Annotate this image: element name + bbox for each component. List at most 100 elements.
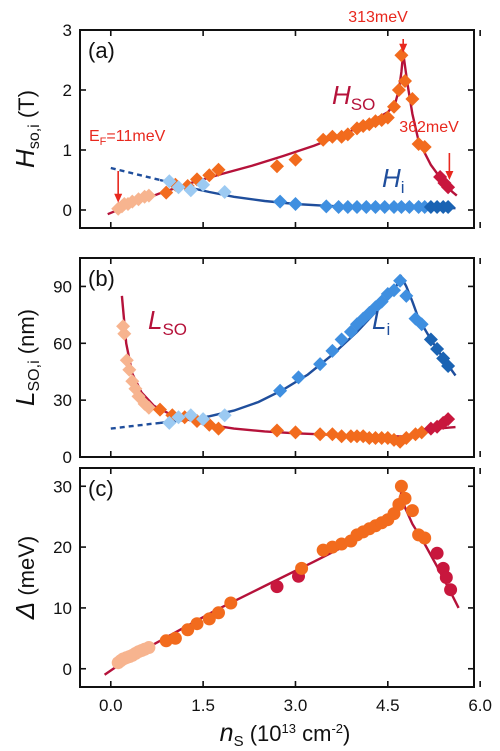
marker-a-hi-9 — [340, 200, 355, 214]
ytick-label-c-1: 10 — [53, 599, 72, 618]
marker-b-li-21 — [414, 317, 429, 332]
marker-b-li-3 — [196, 412, 211, 427]
xtick-label-4: 6.0 — [468, 696, 492, 715]
marker-c-delta-35 — [405, 504, 419, 518]
marker-b-li-18 — [393, 273, 408, 288]
marker-b-li-17 — [387, 283, 401, 298]
marker-b-li-23 — [430, 342, 445, 356]
marker-b-li-6 — [291, 370, 306, 385]
annotation-arrow-head-2 — [114, 193, 123, 203]
xtick-label-1: 1.5 — [191, 696, 215, 715]
marker-a-hso-13 — [211, 162, 226, 177]
series-label-hi: Hi — [382, 163, 405, 197]
ytick-label-c-3: 30 — [53, 477, 72, 496]
marker-b-lso-14 — [211, 421, 226, 436]
marker-b-li-19 — [399, 288, 414, 303]
ytick-label-b-2: 60 — [53, 334, 72, 353]
marker-b-li-25 — [441, 359, 456, 373]
marker-a-hi-8 — [331, 200, 346, 214]
marker-a-hi-0 — [162, 174, 177, 189]
marker-b-li-8 — [325, 343, 340, 358]
marker-a-hi-15 — [394, 200, 409, 214]
panel-label-a: (a) — [88, 38, 115, 63]
marker-a-hi-6 — [288, 197, 303, 211]
ytick-label-a-2: 2 — [63, 81, 72, 100]
marker-a-hso-26 — [387, 99, 401, 114]
marker-a-hso-28 — [394, 48, 409, 63]
fit-curve-b-2 — [159, 274, 457, 425]
marker-a-hi-13 — [377, 200, 392, 214]
series-label-li: Li — [372, 305, 390, 339]
marker-c-delta-37 — [418, 531, 432, 545]
marker-a-hi-22 — [441, 200, 456, 214]
marker-b-lso-9 — [153, 402, 167, 417]
marker-a-hso-29 — [398, 74, 412, 88]
marker-a-hi-11 — [359, 200, 374, 214]
ylabel-c: Δ (meV) — [10, 536, 40, 620]
marker-a-hso-7 — [141, 188, 156, 203]
marker-a-hi-16 — [402, 200, 417, 214]
marker-b-lso-0 — [116, 319, 131, 334]
marker-a-hso-27 — [391, 83, 406, 97]
marker-b-li-4 — [217, 408, 232, 423]
ytick-label-c-2: 20 — [53, 538, 72, 557]
marker-c-delta-41 — [444, 583, 458, 597]
marker-c-delta-38 — [430, 546, 444, 560]
panel-c: 0 10 20 30 (c) Δ (meV) — [10, 467, 481, 688]
marker-c-delta-33 — [394, 479, 408, 493]
marker-a-hi-2 — [183, 183, 198, 198]
marker-a-hso-12 — [202, 168, 217, 183]
panel-b: 0 30 60 90 (b) LSO,i (nm) — [10, 257, 481, 467]
ytick-label-a-3: 3 — [63, 21, 72, 40]
marker-b-lso-8 — [141, 400, 156, 415]
marker-b-li-22 — [423, 332, 438, 347]
series-label-lso: LSO — [148, 305, 187, 339]
marker-a-hso-35 — [441, 180, 456, 195]
marker-b-li-9 — [334, 332, 349, 347]
xtick-label-2: 3.0 — [284, 696, 308, 715]
ytick-label-a-1: 1 — [63, 141, 72, 160]
marker-a-hi-7 — [319, 199, 334, 214]
marker-b-lso-3 — [122, 362, 137, 377]
marker-c-delta-17 — [224, 596, 238, 610]
marker-c-delta-18 — [270, 580, 284, 594]
marker-a-hso-32 — [417, 140, 432, 154]
panel-label-b: (b) — [88, 266, 115, 291]
marker-c-delta-16 — [212, 606, 225, 620]
annotation-arrow-head-1 — [445, 171, 454, 180]
marker-a-hi-12 — [368, 200, 383, 214]
marker-b-lso-35 — [441, 412, 456, 427]
marker-c-delta-15 — [202, 612, 216, 626]
ytick-label-a-0: 0 — [63, 201, 72, 220]
axes-frame-c — [79, 467, 475, 688]
marker-a-hi-4 — [217, 185, 232, 199]
axes-frame-a — [79, 29, 475, 229]
xlabel: nS (1013 cm-2) — [220, 719, 351, 750]
marker-c-delta-13 — [181, 623, 195, 637]
marker-b-lso-17 — [313, 427, 328, 442]
marker-c-delta-12 — [168, 631, 182, 645]
marker-a-hso-8 — [159, 185, 174, 200]
marker-a-hso-30 — [405, 92, 420, 106]
annotation-0: 313meV — [348, 9, 408, 26]
annotation-1: 362meV — [399, 119, 459, 136]
ytick-label-b-3: 90 — [53, 277, 72, 296]
marker-c-delta-20 — [295, 561, 309, 575]
marker-a-hi-10 — [350, 200, 364, 214]
marker-b-li-7 — [313, 357, 328, 372]
marker-a-hso-15 — [288, 152, 303, 167]
marker-b-lso-18 — [325, 427, 340, 442]
marker-a-hi-14 — [387, 200, 401, 214]
series-label-hso: HSO — [332, 80, 375, 114]
marker-a-hso-25 — [380, 110, 395, 125]
axes-frame-b — [79, 257, 475, 458]
annotation-arrow-head-0 — [399, 43, 408, 53]
marker-b-lso-1 — [117, 326, 132, 341]
panel-a: 0 1 2 3 (a) Hso,i (T) — [10, 21, 481, 229]
marker-a-hi-3 — [196, 177, 211, 192]
marker-c-delta-14 — [190, 617, 204, 631]
ytick-label-b-1: 30 — [53, 391, 72, 410]
marker-a-hso-17 — [325, 129, 340, 144]
annotation-2: EF=11meV — [89, 128, 166, 148]
